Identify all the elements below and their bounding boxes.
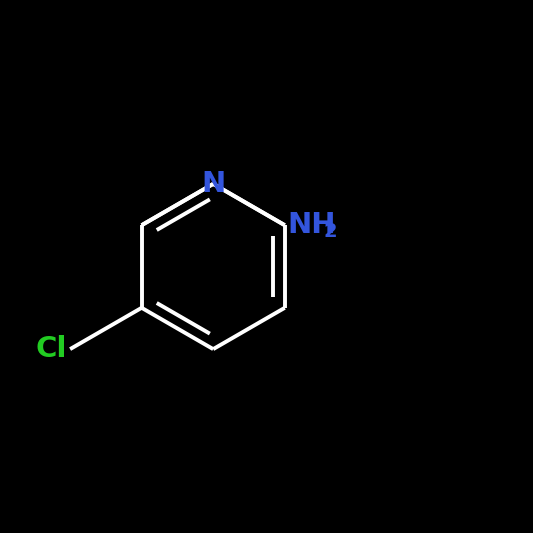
Text: 2: 2	[324, 222, 337, 241]
Text: N: N	[201, 170, 225, 198]
Text: Cl: Cl	[36, 335, 68, 363]
Text: NH: NH	[287, 211, 336, 239]
